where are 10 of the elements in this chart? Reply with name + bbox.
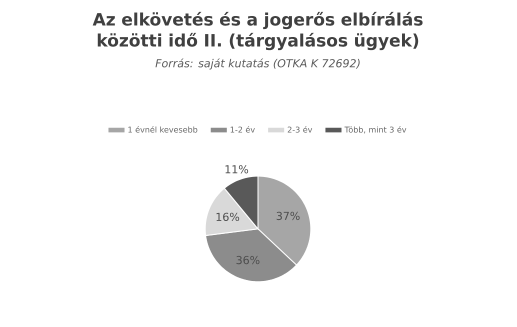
data-label: 37% <box>276 212 300 220</box>
chart-subtitle: Forrás: saját kutatás (OTKA K 72692) <box>156 58 360 70</box>
legend-label: 2-3 év <box>288 126 312 133</box>
data-label: 36% <box>236 256 260 264</box>
legend-label: 1-2 év <box>230 126 255 133</box>
legend-label: 1 évnél kevesebb <box>128 126 198 133</box>
chart-title: Az elkövetés és a jogerős elbírálás közötti idő II. (tárgyalásos ügyek) <box>92 12 423 50</box>
legend-label: Több, mint 3 év <box>344 126 406 134</box>
data-label: 16% <box>216 212 240 222</box>
data-label: 11% <box>226 165 248 174</box>
